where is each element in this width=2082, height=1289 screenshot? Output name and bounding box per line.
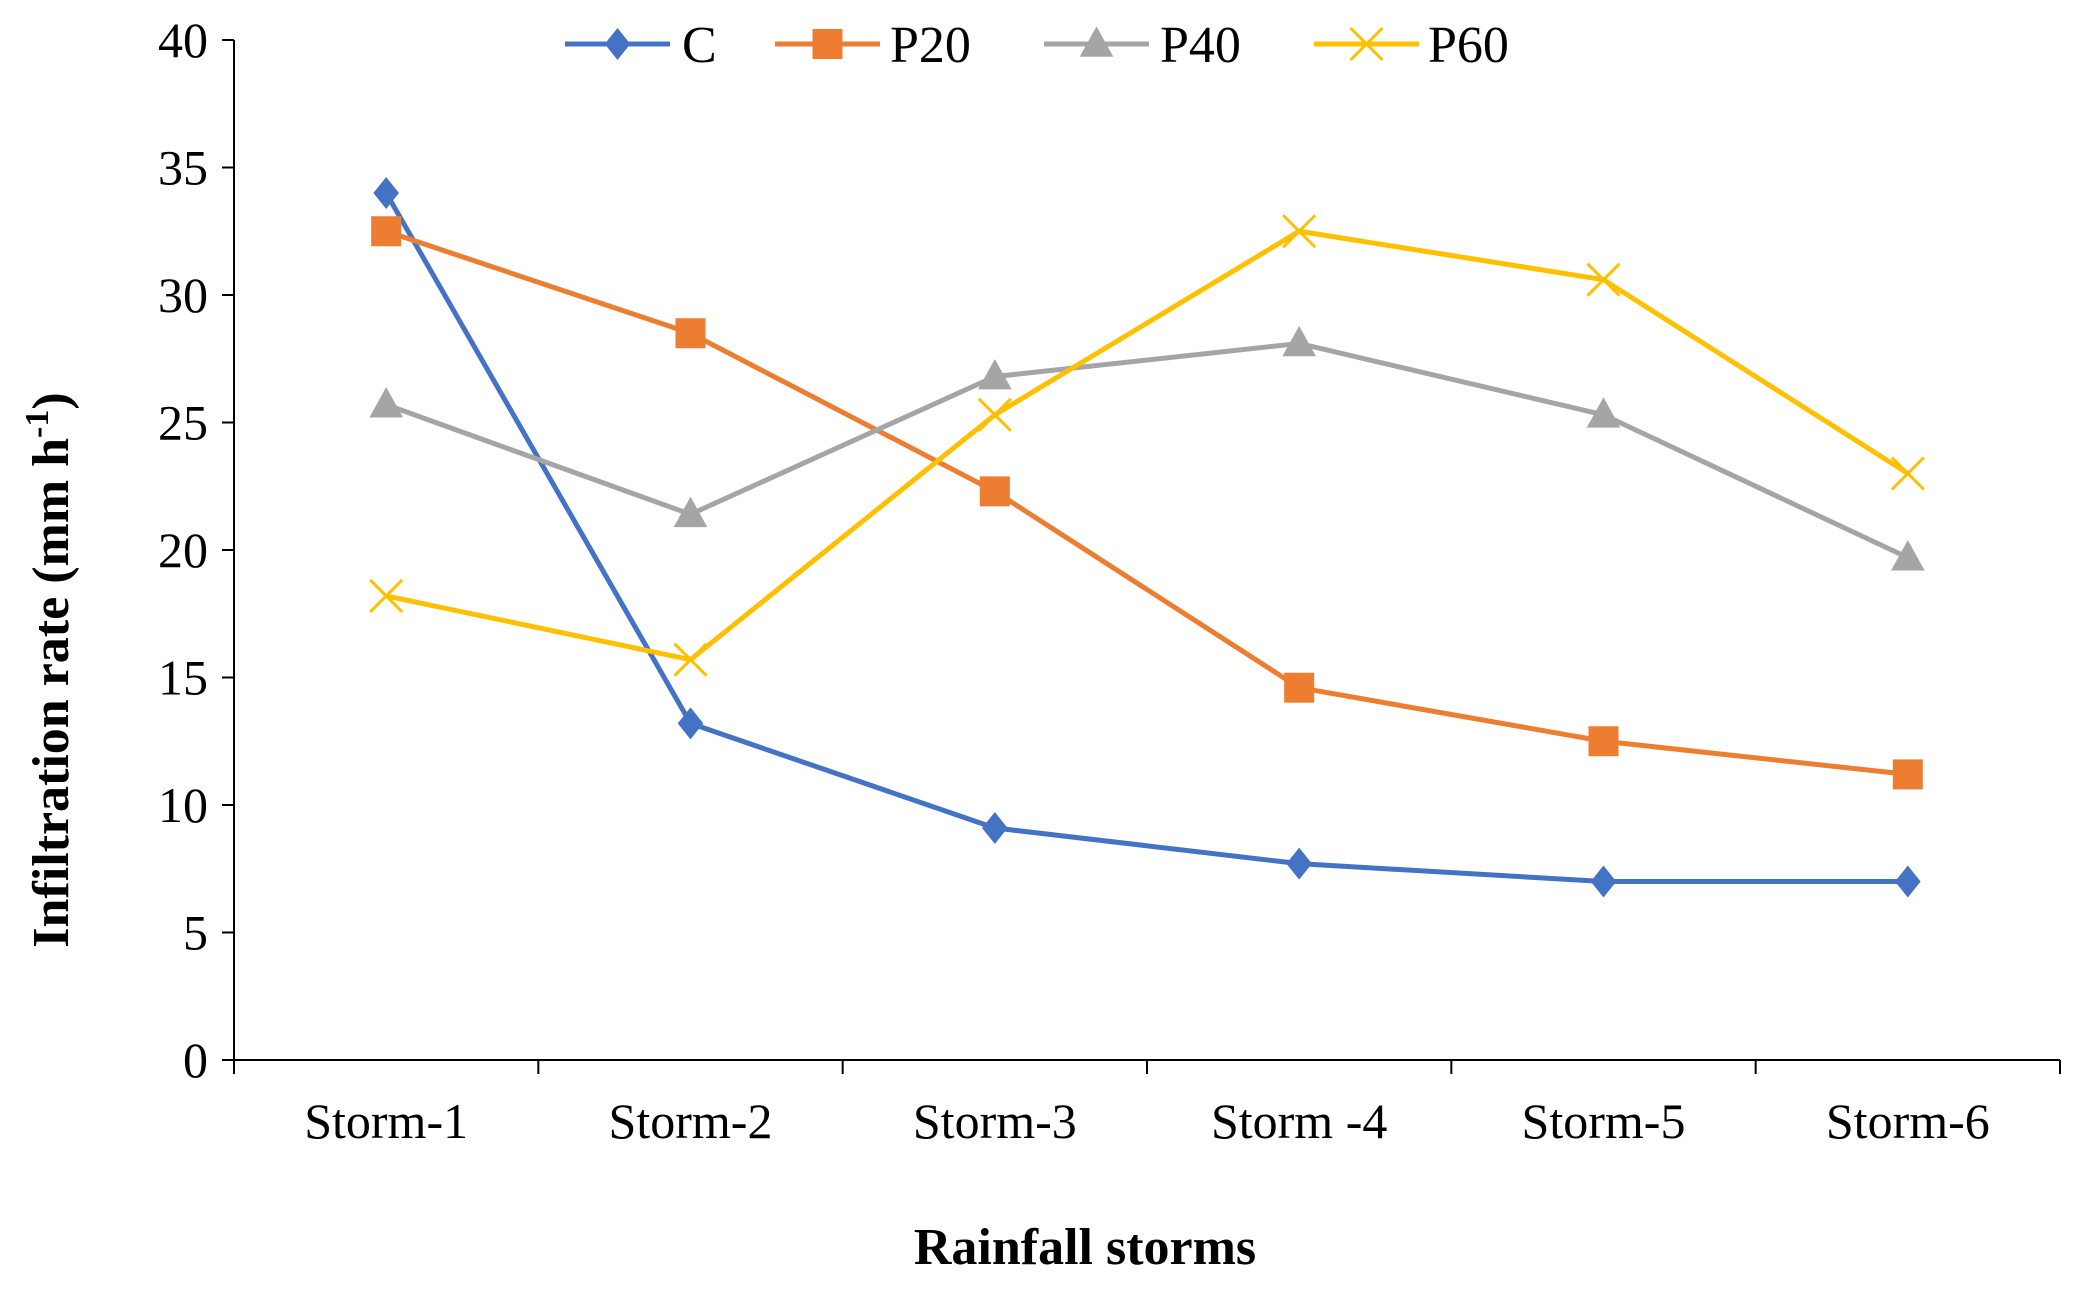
series-p20-point-5 [1588,726,1619,757]
x-axis-title: Rainfall storms [914,1219,1256,1276]
series-p20-point-6 [1892,759,1923,790]
series-c-point-3 [982,811,1008,844]
series-p60 [369,214,1925,677]
series-group [369,177,1925,898]
y-tick-label-30: 30 [158,267,208,323]
axes: 0 5 10 15 20 25 30 35 40 Storm-1 Storm-2 Storm-3 Sto… [158,12,2061,1149]
y-axis-title-close: ) [23,392,80,409]
series-p60-line [385,228,1910,663]
series-p40-point-3 [978,359,1012,390]
legend-item-p40: P40 [1044,17,1241,74]
series-p40-point-5 [1586,397,1621,428]
series-p60-point-2-stroke-b [673,642,708,677]
legend: C P20 P40 P60 [565,17,1509,74]
series-c-point-6 [1895,865,1921,898]
series-c-point-4 [1286,847,1312,880]
series-p20-point-1 [371,216,402,247]
series-p40-point-6 [1891,540,1925,571]
series-c-point-1 [373,177,399,209]
legend-item-p60: P60 [1314,17,1509,74]
series-p60-point-3 [977,397,1012,432]
series-p40 [369,325,1925,571]
legend-p40-label: P40 [1160,17,1241,74]
legend-p60-label: P60 [1428,17,1509,74]
y-tick-label-40: 40 [158,12,208,68]
legend-item-c: C [565,17,717,74]
legend-p60-marker-stroke-b [1349,26,1384,62]
x-tick-label-6: Storm-6 [1826,1093,1990,1149]
series-p20-point-2 [675,318,706,349]
series-p40-point-4 [1282,325,1316,357]
y-axis-title-main: Infiltration rate (mm h [23,438,80,948]
legend-c-marker [604,28,631,60]
y-axis-title-superscript: -1 [19,410,56,438]
legend-p20-marker [812,29,843,59]
series-p60-point-6 [1890,456,1925,491]
legend-c-label: C [682,17,717,74]
x-tick-label-1: Storm-1 [304,1093,468,1149]
series-p40-point-2 [673,496,708,528]
legend-p40-marker [1079,26,1114,57]
x-tick-label-4: Storm -4 [1211,1093,1387,1149]
legend-p60-marker [1349,26,1384,62]
x-tick-label-3: Storm-3 [913,1093,1077,1149]
series-p60-point-2 [673,642,708,677]
series-p60-point-4-stroke-b [1282,214,1317,249]
y-tick-label-35: 35 [158,140,208,196]
series-p60-point-5-stroke-b [1586,262,1621,297]
y-tick-label-25: 25 [158,395,208,451]
series-p60-point-4 [1282,214,1317,249]
y-tick-label-0: 0 [183,1032,208,1088]
series-p20-line [385,228,1909,777]
legend-item-p20: P20 [775,17,971,74]
series-p60-point-6-stroke-b [1890,456,1925,491]
y-tick-label-15: 15 [158,650,208,706]
series-c [373,177,1921,898]
y-axis-title: Infiltration rate (mm h-1) [19,392,80,947]
series-p60-point-1-stroke-b [369,578,404,613]
series-p40-line [385,340,1909,560]
series-c-point-2 [677,707,704,740]
series-p60-point-1 [369,578,404,613]
y-tick-label-5: 5 [183,905,208,961]
series-p20-point-3 [979,476,1010,507]
series-p20-point-4 [1284,672,1315,703]
y-tick-label-10: 10 [158,777,208,833]
series-c-point-5 [1590,865,1617,898]
series-p20 [371,216,1923,790]
legend-p20-label: P20 [890,17,971,74]
y-tick-label-20: 20 [158,522,208,578]
x-tick-label-2: Storm-2 [609,1093,773,1149]
series-p60-point-3-stroke-b [977,397,1012,432]
series-p40-point-1 [369,387,403,418]
series-c-line [383,191,1908,884]
x-tick-label-5: Storm-5 [1522,1093,1686,1149]
series-p60-point-5 [1586,262,1621,297]
